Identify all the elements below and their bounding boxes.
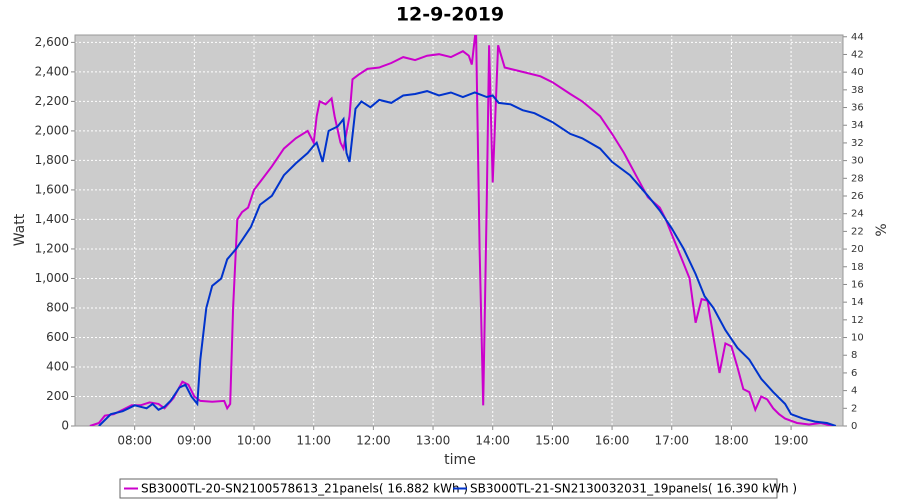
x-tick-label: 12:00	[356, 434, 391, 448]
y2-tick-label: 0	[851, 421, 857, 432]
y2-tick-label: 42	[851, 49, 864, 60]
y-tick-label: 200	[46, 389, 69, 403]
y2-tick-label: 8	[851, 350, 857, 361]
y2-tick-label: 32	[851, 138, 864, 149]
y2-tick-label: 2	[851, 403, 857, 414]
y2-tick-label: 4	[851, 386, 857, 397]
y-tick-label: 0	[61, 419, 69, 433]
x-tick-label: 14:00	[475, 434, 510, 448]
x-tick-label: 09:00	[177, 434, 212, 448]
y-tick-label: 1,800	[35, 153, 69, 167]
x-tick-label: 15:00	[535, 434, 570, 448]
series-line	[98, 90, 837, 426]
y-tick-label: 800	[46, 300, 69, 314]
plot-area	[75, 35, 843, 426]
y2-tick-label: 36	[851, 103, 864, 114]
x-tick-label: 08:00	[117, 434, 152, 448]
x-tick-label: 17:00	[654, 434, 689, 448]
y2-tick-label: 28	[851, 173, 864, 184]
x-tick-label: 13:00	[416, 434, 451, 448]
y2-tick-label: 12	[851, 315, 864, 326]
legend	[119, 478, 778, 499]
y-tick-label: 1,400	[35, 212, 69, 226]
y2-tick-label: 26	[851, 191, 864, 202]
x-tick-label: 11:00	[296, 434, 331, 448]
y-tick-label: 2,200	[35, 94, 69, 108]
y-tick-label: 1,200	[35, 241, 69, 255]
y2-tick-label: 22	[851, 226, 864, 237]
y2-tick-label: 18	[851, 262, 864, 273]
y-axis-label: Watt	[12, 213, 28, 246]
y-tick-label: 2,400	[35, 64, 69, 78]
x-tick-label: 19:00	[774, 434, 809, 448]
x-tick-label: 10:00	[237, 434, 272, 448]
y-tick-label: 600	[46, 330, 69, 344]
y2-tick-label: 16	[851, 279, 864, 290]
y2-tick-label: 24	[851, 209, 864, 220]
y-tick-label: 2,000	[35, 123, 69, 137]
y-tick-label: 2,600	[35, 35, 69, 49]
legend-label: SB3000TL-21-SN2130032031_19panels( 16.39…	[470, 482, 797, 496]
chart-title: 12-9-2019	[396, 4, 504, 26]
y-tick-label: 1,600	[35, 182, 69, 196]
y2-tick-label: 40	[851, 67, 864, 78]
y-tick-label: 400	[46, 359, 69, 373]
series-line	[89, 35, 834, 426]
y2-tick-label: 38	[851, 85, 864, 96]
x-axis-label: time	[444, 452, 476, 468]
y2-tick-label: 20	[851, 244, 864, 255]
y2-axis-label: %	[874, 223, 890, 236]
x-tick-label: 16:00	[595, 434, 630, 448]
y2-tick-label: 34	[851, 120, 864, 131]
x-tick-label: 18:00	[714, 434, 749, 448]
y2-tick-label: 6	[851, 368, 857, 379]
legend-label: SB3000TL-20-SN2100578613_21panels( 16.88…	[141, 482, 468, 496]
plot-border	[74, 34, 844, 427]
y2-tick-label: 10	[851, 333, 864, 344]
y2-tick-label: 44	[851, 32, 864, 43]
y2-tick-label: 30	[851, 156, 864, 167]
y-tick-label: 1,000	[35, 271, 69, 285]
y2-tick-label: 14	[851, 297, 864, 308]
